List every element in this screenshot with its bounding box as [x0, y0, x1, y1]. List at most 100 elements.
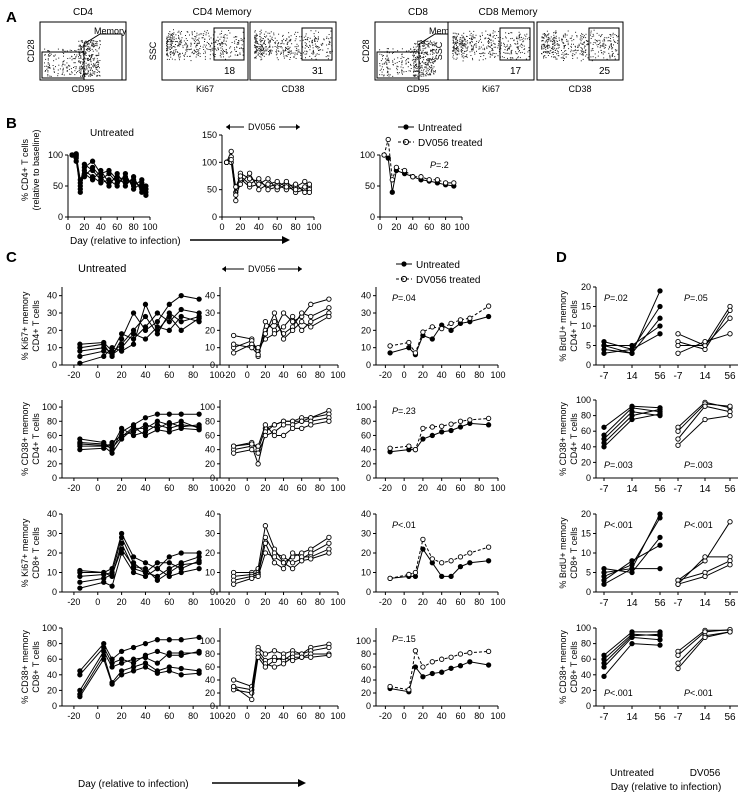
- flow-event: [322, 49, 324, 51]
- panel-c-series-line: [390, 661, 489, 693]
- flow-event: [386, 52, 388, 54]
- flow-event: [202, 37, 204, 39]
- flow-event: [541, 47, 543, 49]
- flow-event: [545, 35, 547, 37]
- flow-event: [413, 59, 415, 61]
- flow-event: [44, 62, 45, 64]
- flow-event: [426, 53, 428, 55]
- flow-event: [555, 50, 557, 51]
- flow-event: [453, 47, 455, 49]
- flow-event: [455, 51, 457, 53]
- flow-plot-title: CD8: [408, 7, 428, 18]
- flow-event: [553, 43, 555, 45]
- flow-event: [416, 49, 418, 51]
- flow-event: [97, 64, 99, 65]
- flow-event: [295, 38, 297, 40]
- flow-event: [544, 35, 546, 37]
- flow-event: [169, 49, 171, 50]
- flow-event: [254, 30, 256, 32]
- flow-event: [423, 62, 425, 64]
- panel-c-series-point: [249, 446, 255, 453]
- flow-event: [572, 53, 574, 55]
- flow-event: [328, 43, 330, 45]
- flow-event: [455, 48, 457, 50]
- flow-event: [578, 45, 580, 47]
- flow-event: [295, 58, 297, 59]
- flow-event: [503, 43, 505, 45]
- flow-event: [604, 51, 606, 53]
- panel-b-series-point: [385, 136, 391, 143]
- flow-event: [551, 38, 553, 40]
- flow-event: [286, 55, 288, 57]
- flow-event: [263, 49, 264, 51]
- flow-event: [75, 56, 77, 58]
- panel-c-series-line: [79, 650, 200, 691]
- panel-c-r0c1-xtick-label: 80: [315, 370, 325, 380]
- flow-event: [91, 43, 93, 45]
- flow-event: [510, 51, 512, 53]
- flow-event: [453, 48, 455, 50]
- panel-c-series-point: [249, 696, 255, 703]
- flow-event: [86, 74, 88, 76]
- flow-plot-xlabel: CD38: [281, 84, 304, 94]
- flow-event: [269, 49, 270, 51]
- flow-event: [479, 48, 481, 50]
- panel-letter-c: C: [6, 249, 17, 266]
- flow-event: [543, 51, 545, 52]
- flow-event: [206, 48, 208, 50]
- panel-c-series-line: [79, 636, 200, 672]
- panel-d-xtick-label: 14: [626, 484, 638, 495]
- flow-event: [388, 73, 390, 75]
- flow-event: [179, 53, 181, 55]
- flow-event: [172, 51, 174, 53]
- flow-event: [415, 64, 417, 66]
- flow-event: [99, 60, 101, 61]
- flow-event: [86, 43, 88, 45]
- gate-label: Memory: [429, 26, 462, 36]
- flow-event: [210, 50, 212, 52]
- flow-event: [305, 57, 306, 59]
- flow-event: [479, 53, 481, 54]
- flow-event: [400, 66, 402, 68]
- flow-event: [554, 42, 555, 44]
- flow-event: [254, 57, 256, 58]
- flow-event: [434, 61, 436, 63]
- flow-event: [528, 50, 530, 51]
- flow-event: [600, 35, 602, 37]
- flow-event: [262, 54, 264, 56]
- flow-event: [223, 43, 225, 45]
- flow-event: [593, 29, 595, 31]
- flow-event: [428, 74, 430, 76]
- flow-event: [289, 40, 291, 42]
- flow-event: [53, 55, 55, 57]
- panel-c-r2c2-xtick-label: 40: [437, 597, 447, 607]
- flow-plot-xlabel: CD38: [568, 84, 591, 94]
- flow-event: [275, 51, 277, 52]
- flow-event: [219, 43, 221, 45]
- flow-event: [463, 37, 465, 39]
- flow-event: [86, 45, 88, 47]
- flow-event: [455, 41, 457, 43]
- flow-event: [224, 37, 226, 39]
- panel-c-series-point: [130, 569, 137, 576]
- flow-event: [566, 39, 568, 41]
- panel-b-series-point: [106, 183, 112, 189]
- flow-event: [546, 42, 548, 44]
- flow-event: [386, 74, 388, 76]
- flow-event: [260, 43, 262, 45]
- flow-event: [521, 43, 522, 45]
- flow-event: [96, 58, 98, 60]
- flow-event: [457, 42, 459, 44]
- flow-event: [209, 49, 211, 50]
- flow-event: [48, 63, 50, 65]
- flow-event: [240, 39, 242, 41]
- flow-event: [171, 34, 173, 36]
- flow-event: [85, 52, 87, 54]
- panel-d-point: [675, 652, 681, 658]
- flow-event: [320, 43, 322, 45]
- flow-event: [254, 38, 256, 39]
- flow-event: [456, 49, 458, 50]
- flow-event: [237, 42, 239, 43]
- panel-d-pvalue-untreated-p: P: [604, 520, 610, 530]
- flow-event: [565, 56, 567, 58]
